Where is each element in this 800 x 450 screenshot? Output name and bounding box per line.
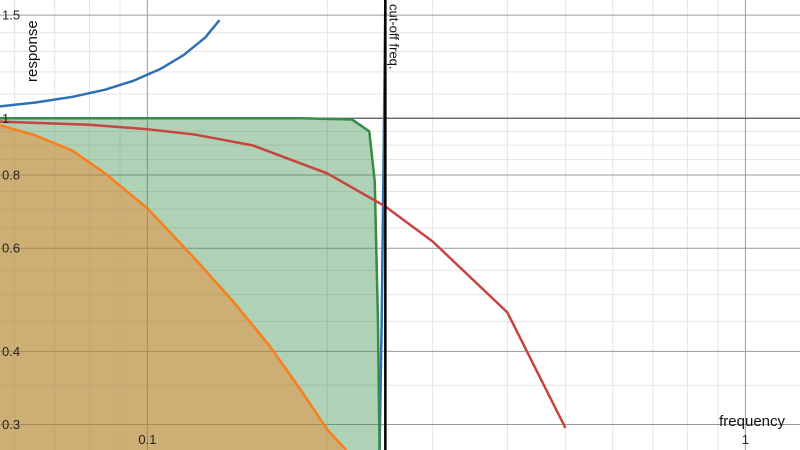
y-tick-label: 0.4 bbox=[2, 344, 20, 359]
series-line-0 bbox=[0, 19, 221, 108]
series-line-3 bbox=[0, 120, 567, 429]
series-area-4 bbox=[0, 125, 347, 450]
x-tick-label: 0.1 bbox=[138, 432, 156, 447]
filled-areas bbox=[0, 118, 380, 450]
cutoff-marker: cut-off freq. bbox=[384, 0, 401, 450]
series-line-2 bbox=[0, 117, 381, 450]
tick-labels: 0.1 1 0.3 0.4 0.6 0.8 1 1.5 bbox=[2, 8, 749, 447]
y-tick-label: 0.8 bbox=[2, 168, 20, 183]
x-axis-label: frequency bbox=[719, 413, 785, 430]
y-tick-label: 1.5 bbox=[2, 8, 20, 23]
y-tick-label: 0.3 bbox=[2, 417, 20, 432]
series-line-4 bbox=[0, 124, 348, 450]
y-tick-label: 1 bbox=[2, 111, 9, 126]
y-tick-label: 0.6 bbox=[2, 241, 20, 256]
cutoff-label: cut-off freq. bbox=[386, 4, 401, 70]
y-axis-label: response bbox=[24, 20, 41, 82]
x-tick-label: 1 bbox=[742, 432, 749, 447]
